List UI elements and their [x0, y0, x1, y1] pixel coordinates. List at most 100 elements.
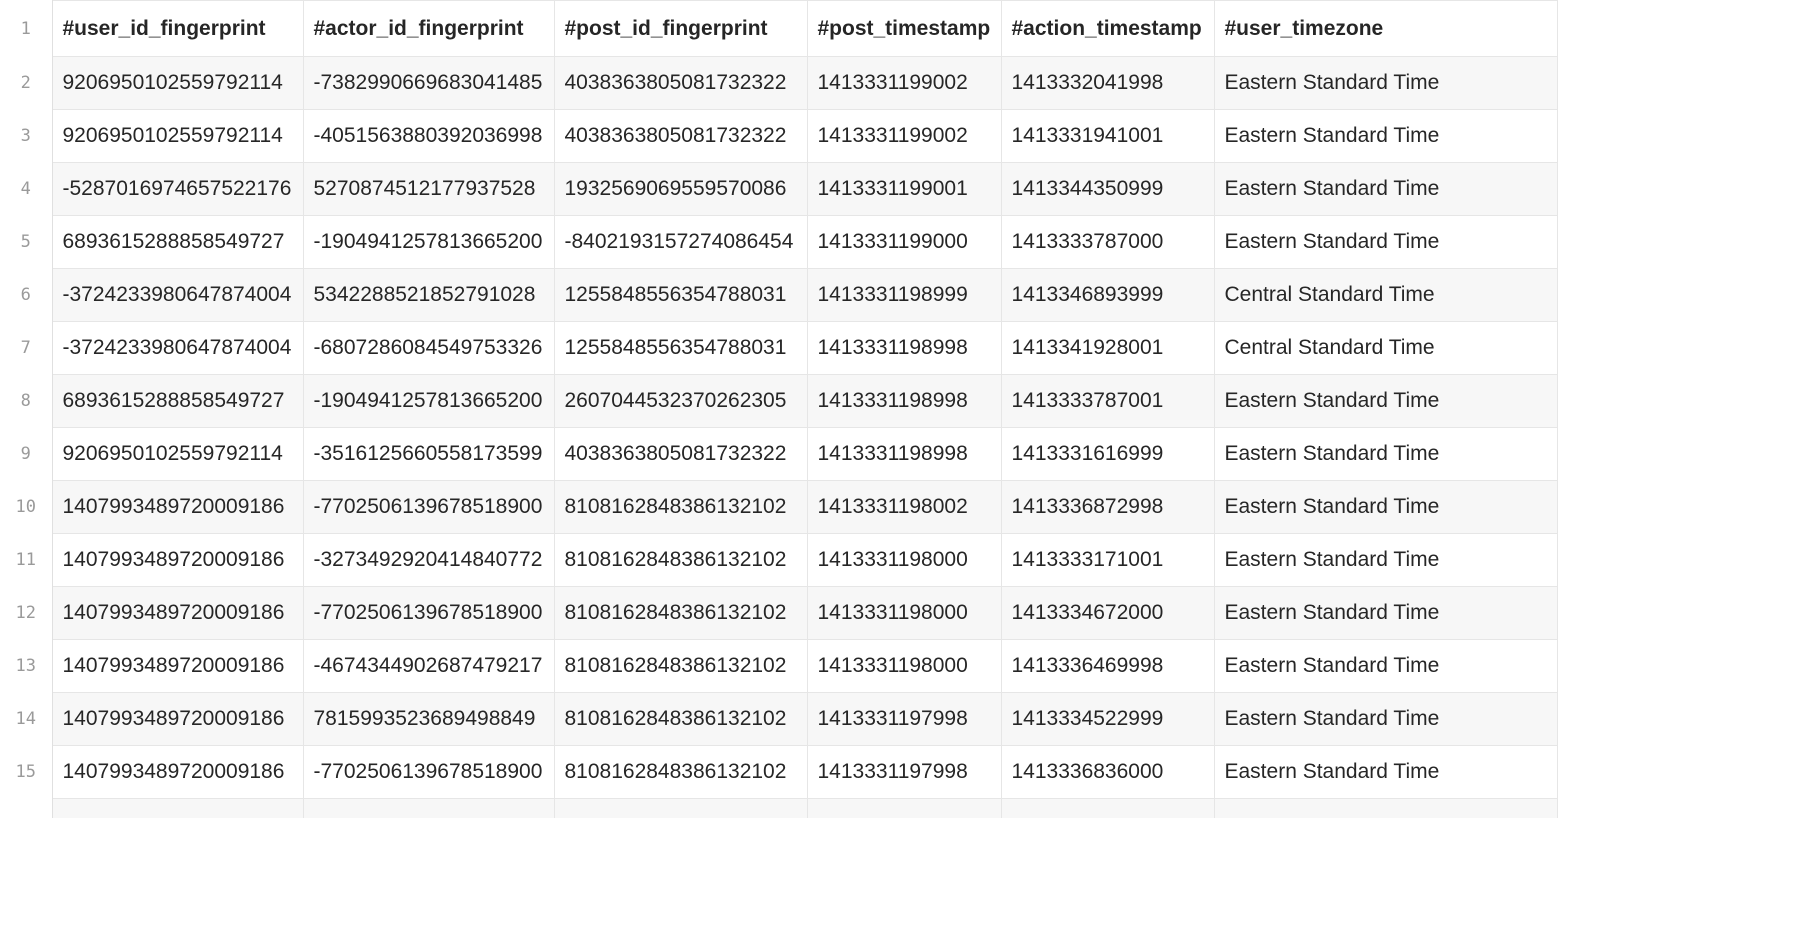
table-cell[interactable]: 9206950102559792114 — [51, 56, 304, 110]
table-cell[interactable]: 1413333171001 — [1000, 533, 1215, 587]
table-cell[interactable]: 1255848556354788031 — [553, 268, 808, 322]
table-cell[interactable]: Central Standard Time — [1213, 321, 1558, 375]
column-header-post-id-fingerprint[interactable]: #post_id_fingerprint — [553, 0, 808, 57]
table-cell[interactable]: Eastern Standard Time — [1213, 162, 1558, 216]
table-cell[interactable]: 4038363805081732322 — [553, 109, 808, 163]
table-cell[interactable]: 1413341928001 — [1000, 321, 1215, 375]
table-cell[interactable]: -7702506139678518900 — [302, 745, 555, 799]
table-cell[interactable]: 4038363805081732322 — [553, 427, 808, 481]
table-cell[interactable]: -7382990669683041485 — [302, 56, 555, 110]
table-cell[interactable]: -3724233980647874004 — [51, 321, 304, 375]
table-cell[interactable]: 5270874512177937528 — [302, 162, 555, 216]
table-cell[interactable]: -3516125660558173599 — [302, 427, 555, 481]
table-cell[interactable]: 9206950102559792114 — [51, 109, 304, 163]
table-cell[interactable]: 1413331198998 — [806, 374, 1002, 428]
table-cell[interactable]: 1932569069559570086 — [553, 162, 808, 216]
table-row[interactable]: 13 1407993489720009186 -467434490268747921… — [0, 639, 1558, 693]
table-cell[interactable]: Eastern Standard Time — [1213, 533, 1558, 587]
table-row[interactable]: 12 1407993489720009186 -770250613967851890… — [0, 586, 1558, 640]
table-row[interactable]: 15 1407993489720009186 -770250613967851890… — [0, 745, 1558, 799]
table-cell[interactable]: 1413331199002 — [806, 109, 1002, 163]
table-cell[interactable]: 1407993489720009186 — [51, 639, 304, 693]
table-cell[interactable]: 2607044532370262305 — [553, 374, 808, 428]
table-cell[interactable]: 1407993489720009186 — [51, 692, 304, 746]
table-cell[interactable]: -5287016974657522176 — [51, 162, 304, 216]
table-cell[interactable]: 1407993489720009186 — [51, 480, 304, 534]
table-cell[interactable]: 1413331199000 — [806, 215, 1002, 269]
column-header-action-timestamp[interactable]: #action_timestamp — [1000, 0, 1215, 57]
table-cell[interactable]: -7702506139678518900 — [302, 480, 555, 534]
table-cell[interactable]: 1407993489720009186 — [51, 533, 304, 587]
table-cell[interactable]: 1255848556354788031 — [553, 321, 808, 375]
table-cell[interactable]: 1413331198000 — [806, 533, 1002, 587]
table-cell[interactable]: -1904941257813665200 — [302, 215, 555, 269]
table-cell[interactable]: Eastern Standard Time — [1213, 427, 1558, 481]
table-cell[interactable]: Eastern Standard Time — [1213, 692, 1558, 746]
table-cell[interactable]: Eastern Standard Time — [1213, 109, 1558, 163]
table-row[interactable]: 3 9206950102559792114 -4051563880392036998… — [0, 109, 1558, 163]
table-row[interactable]: 11 1407993489720009186 -327349292041484077… — [0, 533, 1558, 587]
table-cell[interactable]: 1413334672000 — [1000, 586, 1215, 640]
table-cell[interactable]: 1413332041998 — [1000, 56, 1215, 110]
column-header-user-id-fingerprint[interactable]: #user_id_fingerprint — [51, 0, 304, 57]
table-cell[interactable]: 5342288521852791028 — [302, 268, 555, 322]
column-header-actor-id-fingerprint[interactable]: #actor_id_fingerprint — [302, 0, 555, 57]
table-cell[interactable]: 1413331198999 — [806, 268, 1002, 322]
table-cell[interactable]: 6893615288858549727 — [51, 374, 304, 428]
table-cell[interactable]: Central Standard Time — [1213, 268, 1558, 322]
table-cell[interactable]: Eastern Standard Time — [1213, 374, 1558, 428]
table-cell[interactable]: -6807286084549753326 — [302, 321, 555, 375]
table-cell[interactable]: 1413331198998 — [806, 427, 1002, 481]
table-cell[interactable]: 1413331198002 — [806, 480, 1002, 534]
table-cell[interactable]: 1413336872998 — [1000, 480, 1215, 534]
table-cell[interactable]: 8108162848386132102 — [553, 480, 808, 534]
table-cell[interactable]: 1413336836000 — [1000, 745, 1215, 799]
table-cell[interactable]: 1413331199002 — [806, 56, 1002, 110]
table-row[interactable]: 4 -5287016974657522176 5270874512177937528… — [0, 162, 1558, 216]
table-cell[interactable]: 1413331616999 — [1000, 427, 1215, 481]
column-header-user-timezone[interactable]: #user_timezone — [1213, 0, 1558, 57]
table-cell[interactable]: 8108162848386132102 — [553, 533, 808, 587]
table-cell[interactable]: 8108162848386132102 — [553, 692, 808, 746]
table-cell[interactable]: 7815993523689498849 — [302, 692, 555, 746]
table-cell[interactable]: 1413333787000 — [1000, 215, 1215, 269]
table-row[interactable]: 7 -3724233980647874004 -680728608454975332… — [0, 321, 1558, 375]
table-cell[interactable]: Eastern Standard Time — [1213, 639, 1558, 693]
table-cell[interactable]: 1413331197998 — [806, 692, 1002, 746]
table-cell[interactable]: -3273492920414840772 — [302, 533, 555, 587]
table-cell[interactable]: 9206950102559792114 — [51, 427, 304, 481]
table-row[interactable]: 6 -3724233980647874004 5342288521852791028… — [0, 268, 1558, 322]
table-cell[interactable]: 1413331941001 — [1000, 109, 1215, 163]
table-cell[interactable]: Eastern Standard Time — [1213, 215, 1558, 269]
table-cell[interactable]: Eastern Standard Time — [1213, 745, 1558, 799]
table-cell[interactable]: -3724233980647874004 — [51, 268, 304, 322]
table-row[interactable]: 2 9206950102559792114 -7382990669683041485… — [0, 56, 1558, 110]
table-cell[interactable]: 1413344350999 — [1000, 162, 1215, 216]
table-cell[interactable]: 8108162848386132102 — [553, 745, 808, 799]
table-cell[interactable]: 8108162848386132102 — [553, 586, 808, 640]
table-cell[interactable]: 1407993489720009186 — [51, 745, 304, 799]
table-row[interactable]: 5 6893615288858549727 -1904941257813665200… — [0, 215, 1558, 269]
table-cell[interactable]: 1413346893999 — [1000, 268, 1215, 322]
table-cell[interactable]: -4674344902687479217 — [302, 639, 555, 693]
table-cell[interactable]: -7702506139678518900 — [302, 586, 555, 640]
table-cell[interactable]: 1413331199001 — [806, 162, 1002, 216]
table-cell[interactable]: 8108162848386132102 — [553, 639, 808, 693]
table-cell[interactable]: 1407993489720009186 — [51, 586, 304, 640]
table-cell[interactable]: 1413331198000 — [806, 586, 1002, 640]
table-cell[interactable]: -4051563880392036998 — [302, 109, 555, 163]
table-cell[interactable]: 1413331198998 — [806, 321, 1002, 375]
column-header-post-timestamp[interactable]: #post_timestamp — [806, 0, 1002, 57]
table-cell[interactable]: Eastern Standard Time — [1213, 56, 1558, 110]
table-cell[interactable]: Eastern Standard Time — [1213, 480, 1558, 534]
table-cell[interactable]: 1413333787001 — [1000, 374, 1215, 428]
table-cell[interactable]: 4038363805081732322 — [553, 56, 808, 110]
table-cell[interactable]: 1413331197998 — [806, 745, 1002, 799]
table-cell[interactable]: Eastern Standard Time — [1213, 586, 1558, 640]
table-cell[interactable]: -1904941257813665200 — [302, 374, 555, 428]
table-row[interactable]: 10 1407993489720009186 -770250613967851890… — [0, 480, 1558, 534]
table-cell[interactable]: 1413336469998 — [1000, 639, 1215, 693]
table-row[interactable]: 9 9206950102559792114 -3516125660558173599… — [0, 427, 1558, 481]
table-cell[interactable]: -8402193157274086454 — [553, 215, 808, 269]
table-row[interactable]: 14 1407993489720009186 7815993523689498849… — [0, 692, 1558, 746]
